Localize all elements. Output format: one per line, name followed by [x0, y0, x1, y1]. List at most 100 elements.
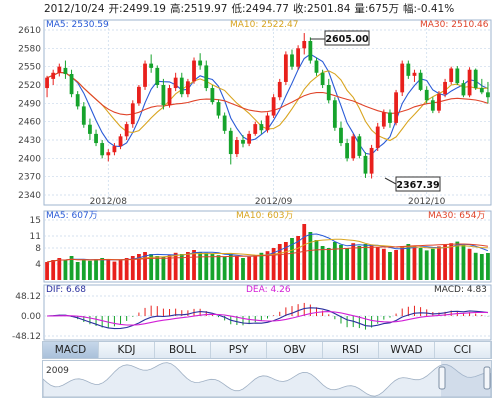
candle-body [204, 65, 209, 89]
candle-body [241, 140, 245, 144]
price-axis-tick: 2610 [18, 26, 41, 36]
candle-body [253, 124, 258, 134]
volume-bar [375, 247, 380, 280]
candle-body [155, 67, 160, 85]
volume-bar [437, 246, 441, 280]
candle-body [112, 146, 117, 153]
candle-body [314, 60, 319, 73]
volume-bar [424, 250, 429, 280]
tab-cci[interactable]: CCI [435, 342, 491, 358]
price-axis-tick: 2520 [18, 81, 41, 91]
candle-body [88, 124, 92, 134]
volume-bar [430, 248, 435, 280]
volume-ma30-legend: MA30: 654万 [428, 211, 485, 221]
macd-dif-legend: DIF: 6.68 [46, 285, 86, 295]
macd-panel [43, 284, 492, 341]
price-ma5-legend: MA5: 2530.59 [46, 20, 109, 30]
candle-body [418, 72, 423, 90]
volume-bar [161, 256, 166, 280]
candle-body [106, 152, 111, 156]
volume-bar [363, 244, 368, 280]
price-axis-tick: 2340 [18, 191, 41, 201]
candle-body [443, 81, 447, 95]
volume-bar [259, 252, 264, 280]
candle-body [486, 92, 490, 98]
quote-close: 收:2501.84 [292, 3, 351, 15]
indicator-tabs: MACD KDJ BOLL PSY OBV RSI WVAD CCI [42, 341, 492, 359]
candle-body [130, 103, 135, 125]
candle-body [326, 85, 331, 101]
volume-bar [75, 262, 80, 280]
volume-axis-tick: 8 [35, 244, 41, 254]
volume-bar [100, 258, 105, 280]
volume-bar [479, 254, 484, 280]
volume-bar [81, 260, 86, 280]
candle-body [75, 94, 80, 107]
candle-body [173, 77, 178, 89]
volume-bar [345, 248, 350, 280]
volume-bar [94, 259, 98, 280]
volume-bar [143, 252, 147, 280]
tab-wvad[interactable]: WVAD [379, 342, 435, 358]
quote-volume: 量:675万 [354, 3, 399, 15]
volume-bar [443, 244, 447, 280]
volume-bar [467, 248, 472, 280]
tab-boll[interactable]: BOLL [155, 342, 211, 358]
tab-rsi[interactable]: RSI [323, 342, 379, 358]
volume-bar [486, 253, 490, 280]
volume-bar [106, 260, 111, 280]
volume-bar [57, 258, 62, 280]
volume-bar [332, 242, 337, 280]
candle-body [473, 69, 478, 89]
candle-body [308, 41, 313, 61]
quote-open: 开:2499.19 [108, 3, 166, 15]
tab-kdj[interactable]: KDJ [99, 342, 155, 358]
tab-obv[interactable]: OBV [267, 342, 323, 358]
navigator-left-handle[interactable] [438, 366, 446, 390]
candle-body [332, 100, 337, 128]
navigator-right-handle[interactable] [483, 366, 491, 390]
volume-bar [112, 261, 117, 280]
volume-bar [357, 246, 362, 280]
volume-bar [222, 256, 227, 280]
volume-bar [381, 248, 386, 280]
candle-body [406, 63, 411, 76]
volume-bar [241, 258, 245, 280]
price-date-tick: 2012/08 [90, 197, 128, 207]
candle-body [381, 112, 386, 127]
candle-body [388, 112, 392, 123]
candle-body [363, 155, 368, 174]
candle-body [479, 88, 484, 93]
tab-psy[interactable]: PSY [211, 342, 267, 358]
macd-value-legend: MACD: 4.83 [434, 285, 487, 295]
volume-bar [247, 256, 252, 280]
volume-bar [228, 254, 233, 280]
candle-body [100, 143, 105, 156]
macd-axis-tick: -48.12 [12, 332, 41, 342]
candle-body [296, 48, 301, 67]
candle-body [143, 63, 147, 87]
volume-axis-tick: 15 [30, 216, 41, 226]
candle-body [161, 85, 166, 106]
navigator-selection[interactable] [441, 361, 491, 397]
volume-bar [369, 245, 374, 280]
candle-body [247, 133, 252, 144]
volume-bar [308, 232, 313, 280]
volume-bar [216, 255, 221, 280]
min-price-label: 2367.39 [396, 180, 439, 191]
candle-body [320, 72, 325, 85]
navigator-overview: 2009 [43, 361, 491, 397]
price-axis-tick: 2550 [18, 63, 41, 73]
volume-bar [69, 256, 74, 280]
candle-body [149, 63, 154, 68]
volume-bar [277, 244, 282, 280]
volume-axis-tick: 11 [30, 232, 41, 242]
range-navigator[interactable]: 2009 [42, 360, 492, 398]
macd-dea-legend: DEA: 4.26 [246, 285, 291, 295]
volume-bar [473, 252, 478, 280]
volume-ma10-legend: MA10: 603万 [236, 211, 293, 221]
tab-macd[interactable]: MACD [43, 342, 99, 358]
volume-bar [326, 248, 331, 280]
quote-change: 幅:-0.41% [403, 3, 455, 15]
candle-body [94, 133, 98, 144]
